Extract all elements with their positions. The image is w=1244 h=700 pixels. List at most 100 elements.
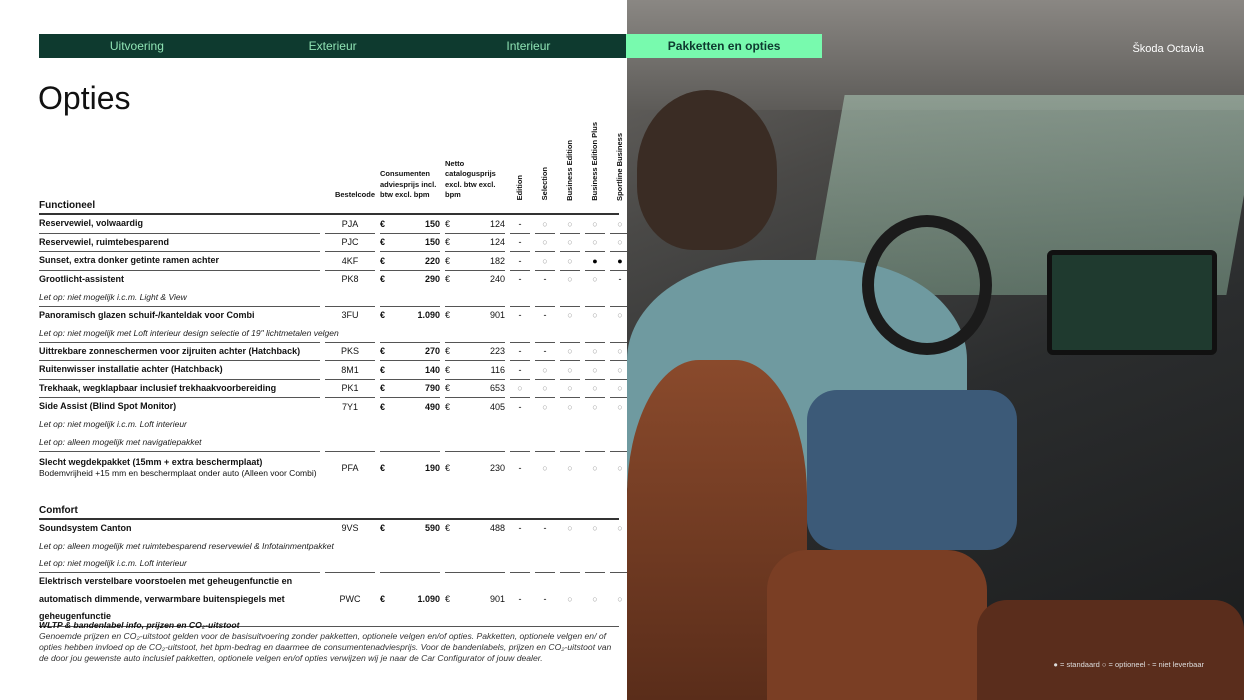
option-name: Reservewiel, volwaardig <box>39 215 320 233</box>
net-value: 240 <box>489 274 505 285</box>
currency: € <box>380 218 386 229</box>
availability-not-available: - <box>510 232 530 252</box>
table-row: Trekhaak, wegklapbaar inclusief trekhaak… <box>39 378 630 398</box>
currency: € <box>380 594 386 605</box>
price-value: 150 <box>424 237 440 248</box>
order-code: PFA <box>325 450 375 485</box>
availability-standard: ● <box>610 251 630 270</box>
currency: € <box>445 255 451 266</box>
net-value: 124 <box>489 218 505 229</box>
availability-optional: ○ <box>567 523 573 534</box>
currency: € <box>445 346 451 357</box>
order-code: PKS <box>325 341 375 361</box>
consumer-price: €290 <box>380 269 440 289</box>
option-name-text: Trekhaak, wegklapbaar inclusief trekhaak… <box>39 382 277 393</box>
currency: € <box>380 255 386 266</box>
option-name: Trekhaak, wegklapbaar inclusief trekhaak… <box>39 378 320 398</box>
availability-standard: ● <box>585 251 605 270</box>
currency: € <box>380 364 386 375</box>
availability-optional: ○ <box>560 341 580 361</box>
currency: € <box>445 310 451 321</box>
order-code: PK8 <box>325 269 375 289</box>
net-price: €182 <box>445 251 505 270</box>
table-row: Slecht wegdekpakket (15mm + extra besche… <box>39 450 630 485</box>
table-row: Side Assist (Blind Spot Monitor) 7Y1 €49… <box>39 397 630 416</box>
header-trim: Edition <box>514 175 524 201</box>
row-note: Let op: alleen mogelijk met navigatiepak… <box>39 436 202 447</box>
option-name-text: Grootlicht-assistent <box>39 273 125 284</box>
availability-optional: ○ <box>560 397 580 416</box>
availability-not-available: - <box>510 572 530 626</box>
option-name: Panoramisch glazen schuif-/kanteldak voo… <box>39 305 320 325</box>
availability-not-available: - <box>510 269 530 289</box>
currency: € <box>445 364 451 375</box>
currency: € <box>445 463 451 473</box>
availability-not-available: - <box>535 305 555 325</box>
footnote: WLTP & bandenlabel info, prijzen en CO₂-… <box>39 620 619 664</box>
availability-optional: ○ <box>585 232 605 252</box>
tab-interieur[interactable]: Interieur <box>506 39 551 53</box>
net-value: 488 <box>489 523 505 534</box>
availability-optional: ○ <box>610 378 630 398</box>
availability-optional: ○ <box>585 450 605 485</box>
brand-model: Škoda Octavia <box>1132 43 1204 55</box>
currency: € <box>380 274 386 285</box>
net-price: €653 <box>445 378 505 398</box>
currency: € <box>445 274 451 285</box>
availability-optional: ○ <box>592 218 598 229</box>
net-value: 901 <box>489 310 505 321</box>
table-body: Functioneel Reservewiel, volwaardig PJA €… <box>39 198 630 627</box>
net-price: €230 <box>445 450 505 485</box>
availability-optional: ○ <box>585 360 605 379</box>
consumer-price: €1.090 <box>380 305 440 325</box>
availability-not-available: - <box>518 523 522 534</box>
net-value: 405 <box>489 401 505 412</box>
currency: € <box>380 463 386 473</box>
consumer-price: €790 <box>380 378 440 398</box>
legend: ● = standaard ○ = optioneel - = niet lev… <box>1053 660 1204 669</box>
net-price: €901 <box>445 305 505 325</box>
consumer-price: €1.090 <box>380 572 440 626</box>
net-value: 116 <box>490 364 505 375</box>
table-row: Ruitenwisser installatie achter (Hatchba… <box>39 360 630 379</box>
tab-pakketten-en-opties[interactable]: Pakketten en opties <box>626 34 822 58</box>
availability-optional: ○ <box>610 360 630 379</box>
currency: € <box>445 383 451 394</box>
availability-optional: ○ <box>535 251 555 270</box>
consumer-price: €190 <box>380 450 440 485</box>
option-name-text: Uittrekbare zonneschermen voor zijruiten… <box>39 345 301 356</box>
net-price: €124 <box>445 232 505 252</box>
currency: € <box>380 523 386 534</box>
availability-not-available: - <box>510 397 530 416</box>
consumer-price: €150 <box>380 215 440 233</box>
tab-exterieur[interactable]: Exterieur <box>308 39 357 53</box>
availability-optional: ○ <box>610 450 630 485</box>
consumer-price: €220 <box>380 251 440 270</box>
header-trim: Sportline Business <box>614 132 624 201</box>
net-value: 901 <box>489 594 505 605</box>
price-value: 220 <box>424 255 440 266</box>
header-code: Bestelcode <box>334 190 375 200</box>
option-name: Uittrekbare zonneschermen voor zijruiten… <box>39 341 320 361</box>
header-trim: Business Edition <box>564 139 574 201</box>
availability-optional: ○ <box>610 397 630 416</box>
availability-not-available: - <box>535 341 555 361</box>
options-page: Opties Bestelcode Consumenten adviesprij… <box>38 80 630 664</box>
tab-uitvoering[interactable]: Uitvoering <box>109 39 164 53</box>
availability-optional: ○ <box>617 523 623 534</box>
availability-optional: ○ <box>560 251 580 270</box>
order-code: PJC <box>325 232 375 252</box>
order-code: PWC <box>325 572 375 626</box>
availability-not-available: - <box>510 251 530 270</box>
availability-optional: ○ <box>617 218 623 229</box>
header-price: Consumenten adviesprijs incl. btw excl. … <box>380 169 437 200</box>
net-price: €405 <box>445 397 505 416</box>
currency: € <box>445 237 451 248</box>
currency: € <box>445 401 451 412</box>
price-value: 190 <box>424 463 440 473</box>
option-name-text: Panoramisch glazen schuif-/kanteldak voo… <box>39 309 255 320</box>
availability-optional: ○ <box>510 378 530 398</box>
row-note: Let op: niet mogelijk i.c.m. Light & Vie… <box>39 291 187 302</box>
option-name: Reservewiel, ruimtebesparend <box>39 232 320 252</box>
availability-optional: ○ <box>610 572 630 626</box>
